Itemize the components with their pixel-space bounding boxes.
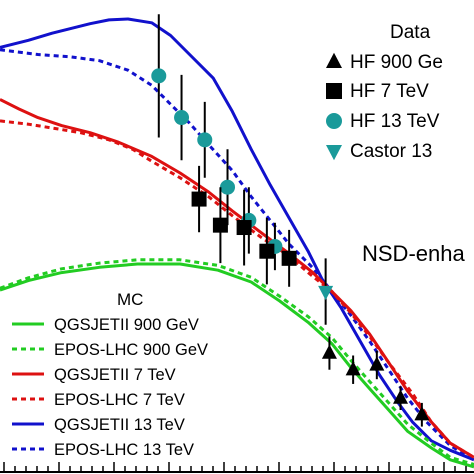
x-axis [0, 462, 474, 473]
data-legend-marker-1 [326, 83, 342, 99]
data-legend-marker-3 [326, 145, 342, 161]
mc-legend-title: MC [117, 290, 143, 309]
data-point-1 [174, 110, 190, 126]
series-line-4 [0, 262, 474, 469]
data-point-0 [151, 68, 167, 84]
mc-legend-label-5: EPOS-LHC 13 TeV [54, 441, 194, 459]
mc-legend-label-1: EPOS-LHC 900 GeV [54, 341, 208, 359]
data-legend-title: Data [390, 22, 431, 43]
mc-legend-label-0: QGSJETII 900 GeV [54, 316, 199, 334]
data-point-16 [414, 406, 430, 421]
data-legend-label-3: Castor 13 [350, 141, 432, 162]
data-point-7 [212, 217, 228, 233]
data-point-11 [318, 285, 334, 301]
data-point-14 [369, 356, 385, 371]
series-line-3 [0, 119, 474, 459]
annotation-text: NSD-enha [362, 241, 465, 266]
data-legend-marker-2 [326, 113, 342, 129]
data-points [151, 14, 430, 427]
series-line-5 [0, 258, 474, 466]
data-legend-label-1: HF 7 TeV [350, 81, 429, 102]
data-legend: Data HF 900 Ge HF 7 TeV HF 13 TeV Castor 13 [326, 22, 443, 162]
data-point-8 [236, 220, 252, 236]
data-point-12 [321, 344, 337, 359]
data-legend-label-2: HF 13 TeV [350, 111, 440, 132]
data-point-2 [197, 132, 213, 148]
data-point-3 [220, 179, 236, 195]
data-point-10 [281, 250, 297, 266]
mc-legend-label-4: QGSJETII 13 TeV [54, 416, 185, 434]
mc-legend-label-2: QGSJETII 7 TeV [54, 366, 176, 384]
mc-legend: MC QGSJETII 900 GeV EPOS-LHC 900 GeV QGSJE… [12, 290, 208, 459]
data-legend-label-0: HF 900 Ge [350, 52, 443, 73]
series-line-2 [0, 98, 474, 459]
data-point-13 [345, 361, 361, 376]
data-point-15 [393, 389, 409, 404]
mc-legend-label-3: EPOS-LHC 7 TeV [54, 391, 185, 409]
data-point-9 [259, 243, 275, 259]
data-point-6 [191, 191, 207, 207]
data-legend-marker-0 [326, 52, 342, 68]
